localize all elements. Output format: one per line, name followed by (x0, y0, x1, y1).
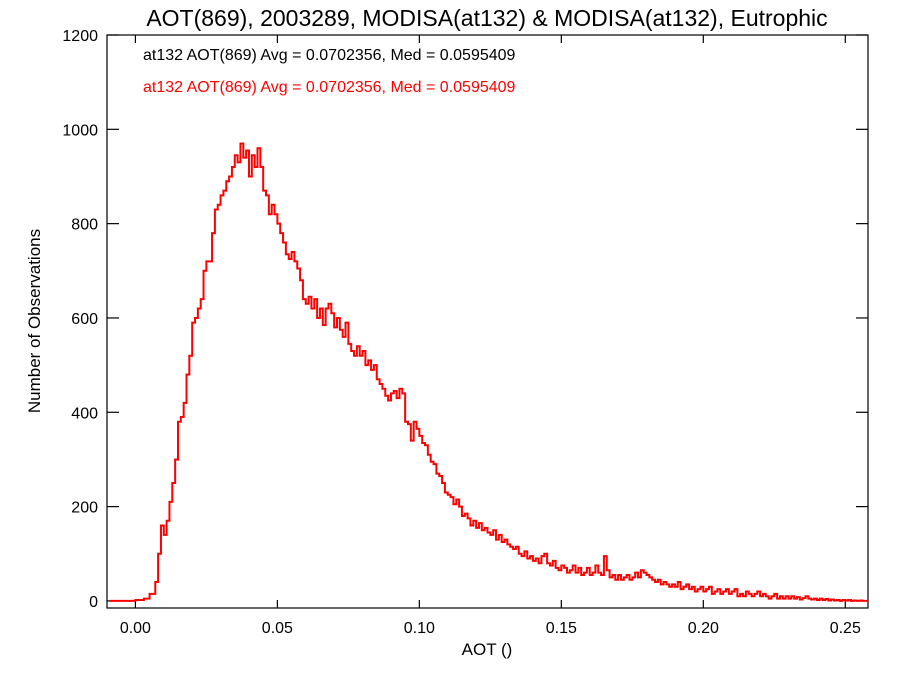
x-tick-label: 0.05 (262, 620, 293, 637)
y-tick-label: 200 (71, 500, 98, 517)
x-axis: 0.00 0.05 0.10 0.15 0.20 0.25 (120, 35, 861, 637)
y-tick-label: 400 (71, 405, 98, 422)
annotation-red: at132 AOT(869) Avg = 0.0702356, Med = 0.… (143, 79, 516, 96)
x-tick-label: 0.20 (688, 620, 719, 637)
y-tick-label: 1200 (62, 28, 98, 45)
y-axis: 0 200 400 600 800 1000 1200 (62, 28, 868, 611)
y-tick-label: 800 (71, 217, 98, 234)
x-tick-label: 0.15 (546, 620, 577, 637)
annotation-black: at132 AOT(869) Avg = 0.0702356, Med = 0.… (143, 47, 516, 64)
y-tick-label: 600 (71, 311, 98, 328)
x-tick-label: 0.25 (830, 620, 861, 637)
y-tick-label: 1000 (62, 122, 98, 139)
histogram-series (109, 142, 868, 602)
x-tick-label: 0.10 (404, 620, 435, 637)
y-axis-label: Number of Observations (25, 229, 44, 413)
y-tick-label: 0 (89, 594, 98, 611)
plot-frame (106, 34, 869, 609)
x-axis-label: AOT () (462, 640, 513, 659)
x-tick-label: 0.00 (120, 620, 151, 637)
chart-title: AOT(869), 2003289, MODISA(at132) & MODIS… (146, 5, 827, 31)
